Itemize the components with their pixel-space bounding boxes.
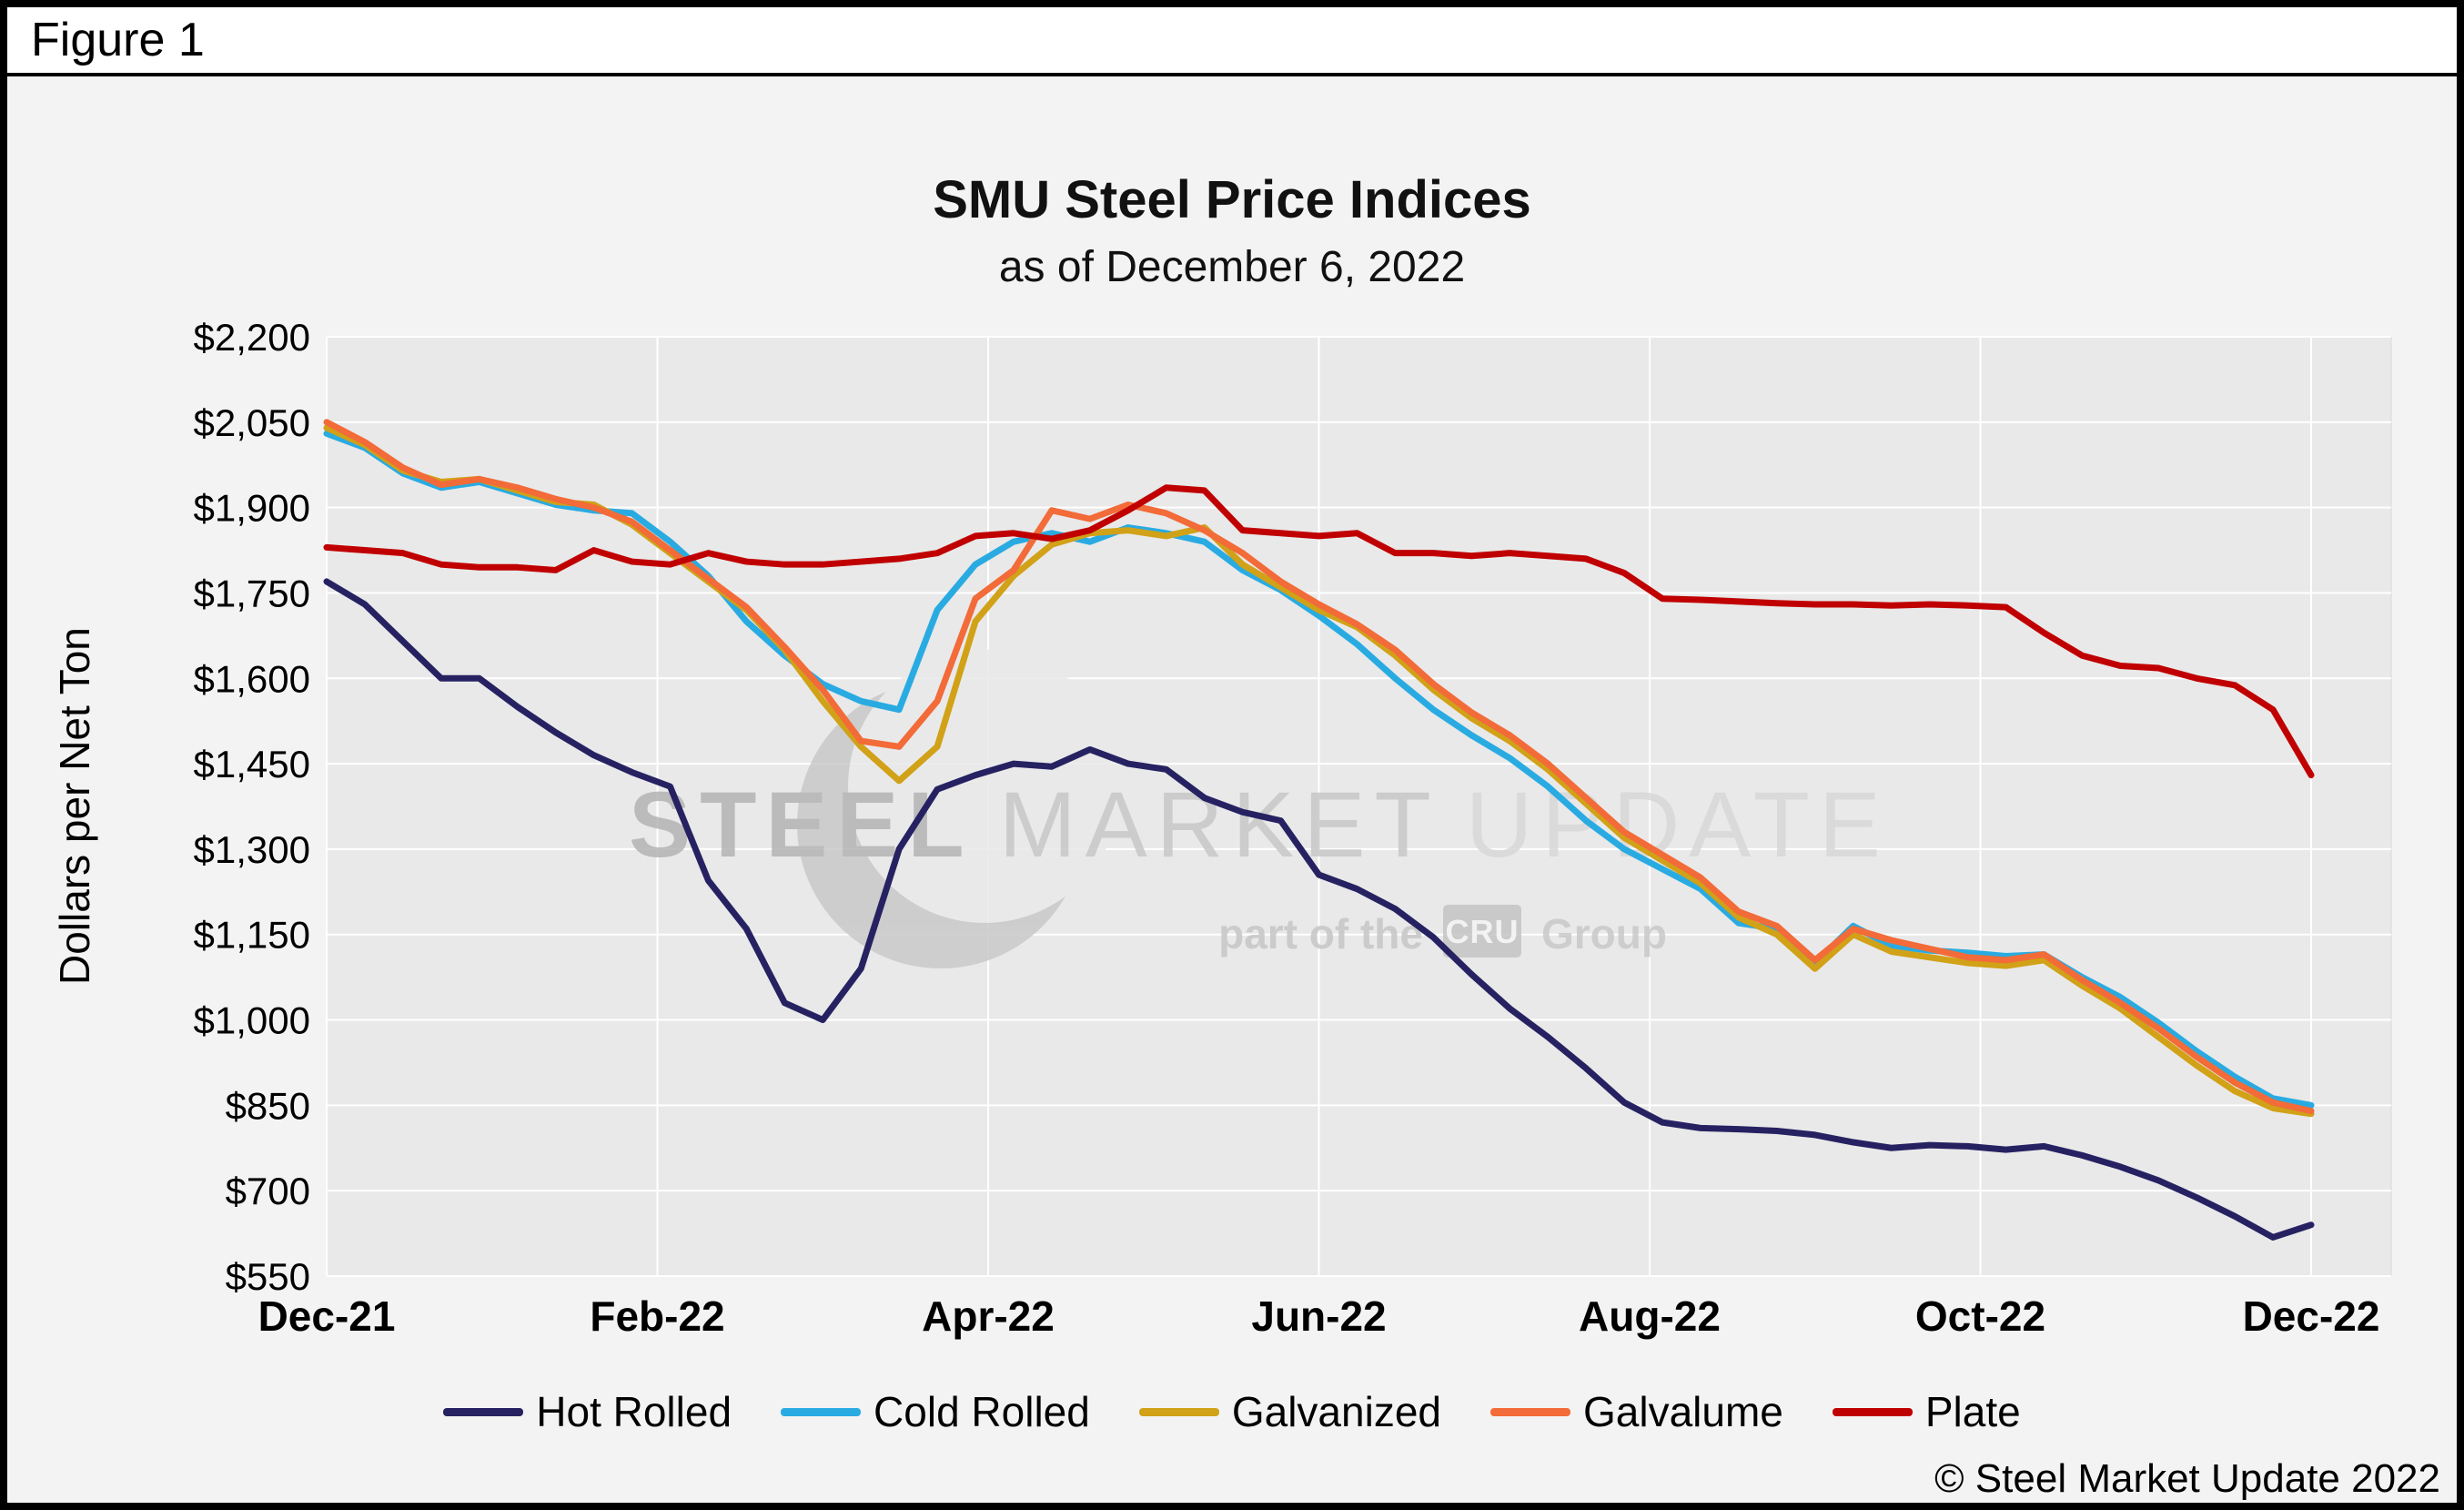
y-tick-label: $1,150 <box>194 914 310 957</box>
legend-line-swatch <box>1138 1407 1219 1416</box>
legend-label: Galvanized <box>1231 1388 1441 1435</box>
y-tick-label: $1,900 <box>194 487 310 530</box>
legend-line-swatch <box>1832 1407 1913 1416</box>
legend-label: Galvalume <box>1582 1388 1783 1435</box>
y-tick-label: $1,000 <box>194 999 310 1042</box>
x-tick-label: Dec-22 <box>2243 1292 2380 1340</box>
legend-item-galvanized: Galvanized <box>1138 1387 1441 1436</box>
y-tick-label: $1,450 <box>194 743 310 785</box>
y-tick-label: $700 <box>226 1170 310 1212</box>
legend-label: Hot Rolled <box>536 1388 732 1435</box>
series-line-galvalume <box>323 419 2315 1115</box>
x-tick-label: Jun-22 <box>1251 1292 1386 1340</box>
chart-figure: SMU Steel Price Indices as of December 6… <box>7 76 2457 1503</box>
legend-line-swatch <box>443 1407 524 1416</box>
x-tick-label: Apr-22 <box>922 1292 1055 1340</box>
y-tick-label: $550 <box>226 1255 310 1298</box>
x-tick-label: Feb-22 <box>590 1292 724 1340</box>
cru-logo-text: CRU <box>1446 913 1520 950</box>
x-tick-label: Oct-22 <box>1915 1292 2045 1340</box>
series-line-plate <box>323 484 2315 779</box>
y-tick-label: $1,600 <box>194 657 310 700</box>
watermark-tagline-suffix: Group <box>1541 910 1667 958</box>
legend-line-swatch <box>781 1407 862 1416</box>
copyright-text: © Steel Market Update 2022 <box>1934 1456 2440 1501</box>
watermark-tagline-prefix: part of the <box>1218 910 1423 958</box>
y-tick-label: $2,200 <box>194 316 310 359</box>
series-line-hot-rolled <box>323 578 2315 1241</box>
watermark-brand-text: STEEL MARKET UPDATE <box>629 773 1890 877</box>
x-tick-label: Aug-22 <box>1579 1292 1721 1340</box>
y-tick-label: $2,050 <box>194 401 310 444</box>
legend-item-cold-rolled: Cold Rolled <box>781 1387 1090 1436</box>
y-tick-label: $1,750 <box>194 572 310 614</box>
figure-header: Figure 1 <box>7 7 2457 73</box>
legend-label: Cold Rolled <box>874 1388 1090 1435</box>
x-tick-label: Dec-21 <box>258 1292 396 1340</box>
legend-label: Plate <box>1924 1388 2021 1435</box>
series-line-cold-rolled <box>323 430 2315 1109</box>
legend-line-swatch <box>1490 1407 1570 1416</box>
chart-legend: Hot Rolled Cold Rolled Galvanized Galvalume… <box>7 1387 2457 1436</box>
y-tick-label: $1,300 <box>194 828 310 871</box>
crescent-logo-cutout <box>848 650 1121 923</box>
cru-logo-box <box>1443 905 1521 958</box>
legend-item-galvalume: Galvalume <box>1490 1387 1783 1436</box>
legend-item-plate: Plate <box>1832 1387 2021 1436</box>
plot-area <box>326 336 2392 1277</box>
steel-price-line-chart: $550 $700 $850 $1,000 $1,150 $1,300 $1,450 $1,6… <box>194 316 2392 1340</box>
figure-label: Figure 1 <box>31 14 205 66</box>
y-tick-label: $850 <box>226 1084 310 1127</box>
chart-title: SMU Steel Price Indices <box>933 170 1531 229</box>
legend-item-hot-rolled: Hot Rolled <box>443 1387 732 1436</box>
chart-subtitle: as of December 6, 2022 <box>998 243 1466 291</box>
header-divider <box>7 73 2457 76</box>
